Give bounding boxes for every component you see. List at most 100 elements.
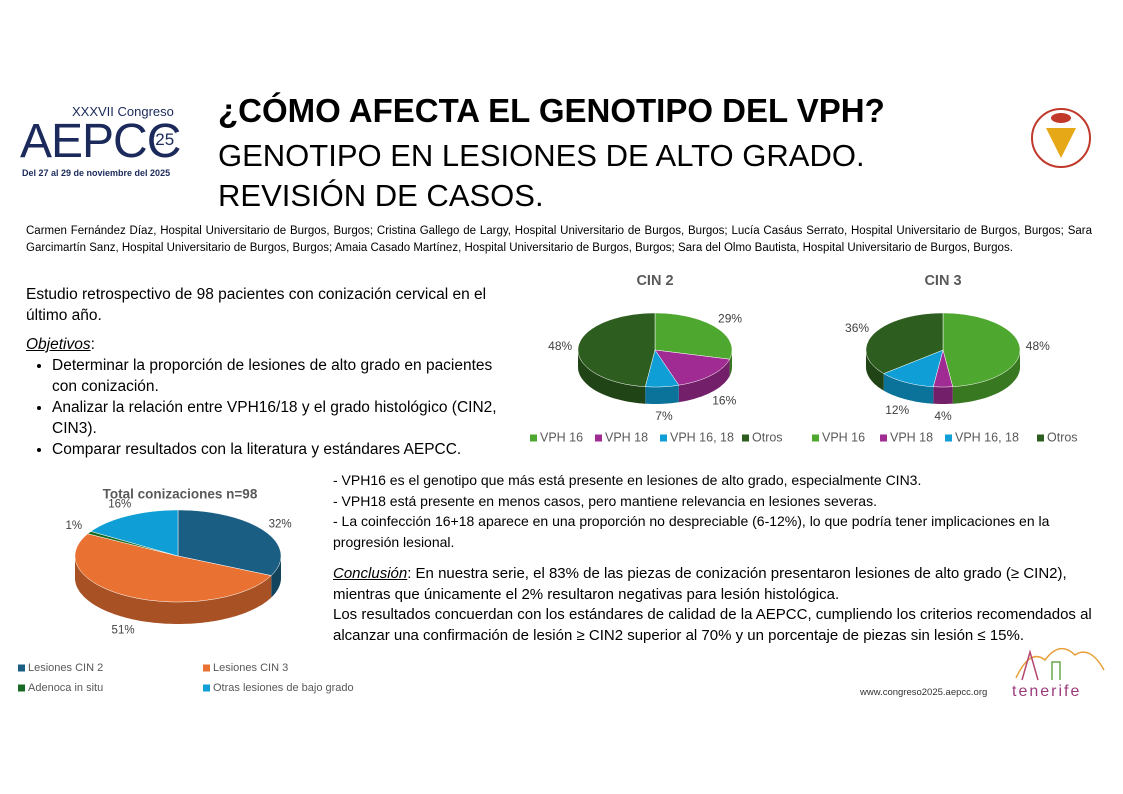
legend-swatch <box>880 434 887 442</box>
data-label: 1% <box>66 520 83 532</box>
slice-side <box>866 350 884 391</box>
slice-side <box>645 385 679 404</box>
tenerife-logo <box>1015 647 1105 681</box>
poster-subtitle: REVISIÓN DE CASOS. <box>218 178 544 213</box>
legend-label: VPH 16 <box>540 430 583 444</box>
objective: Analizar la relación entre VPH16/18 y el… <box>52 397 506 439</box>
data-label: 48% <box>1026 339 1050 353</box>
logo-ring <box>1031 108 1091 168</box>
data-label: 16% <box>108 498 131 510</box>
legend-label: VPH 16, 18 <box>955 430 1019 444</box>
conclusion-text: Los resultados concuerdan con los estánd… <box>333 606 1092 644</box>
data-label: 12% <box>885 403 909 417</box>
conclusion: Conclusión: En nuestra serie, el 83% de … <box>333 564 1108 646</box>
legend-label: VPH 18 <box>605 430 648 444</box>
pie-slice <box>577 312 656 387</box>
brand-logo: AEPCC <box>20 115 181 168</box>
legend-label: Adenoca in situ <box>28 682 103 694</box>
logo-shape <box>1046 128 1076 158</box>
pie-sides <box>866 350 1020 404</box>
legend-label: Lesiones CIN 2 <box>28 662 103 674</box>
footer-place: tenerife <box>1012 683 1082 700</box>
legend-label: Otros <box>752 430 783 444</box>
slice-side <box>952 350 1020 404</box>
slice-side <box>883 373 934 404</box>
legend-label: Otras lesiones de bajo grado <box>213 682 354 694</box>
data-label: 7% <box>655 409 673 423</box>
data-label: 4% <box>934 409 952 423</box>
congress-dates: Del 27 al 29 de noviembre del 2025 <box>22 168 171 178</box>
legend-swatch <box>18 684 25 692</box>
pie-slice <box>177 509 282 576</box>
logo-line <box>1051 661 1061 680</box>
legend-swatch <box>742 434 749 442</box>
slice-side <box>729 350 732 377</box>
logo-shape <box>1051 113 1071 123</box>
chart-title: CIN 2 <box>636 273 673 289</box>
legend-label: VPH 16 <box>822 430 865 444</box>
data-label: 48% <box>548 339 572 353</box>
objective: Determinar la proporción de lesiones de … <box>52 355 506 397</box>
conclusion-text: : En nuestra serie, el 83% de las piezas… <box>333 565 1067 603</box>
pie-slice <box>654 312 733 360</box>
pie-chart: CIN 3 48% VPH 16 4%VPH 18 12% VPH 16, 18 36% Ot… <box>812 273 1078 444</box>
legend-swatch <box>203 664 210 672</box>
finding: - VPH16 es el genotipo que más está pres… <box>333 472 922 488</box>
data-label: 36% <box>845 321 869 335</box>
pie-tops <box>577 312 733 388</box>
objectives-title-suffix: : <box>90 336 95 353</box>
pie-tops <box>865 312 1021 388</box>
pie-slice <box>942 312 1021 387</box>
legend-swatch <box>18 664 25 672</box>
legend-label: VPH 16, 18 <box>670 430 734 444</box>
conclusion-label: Conclusión <box>333 565 408 582</box>
congress-label: XXXVII Congreso <box>72 104 174 119</box>
authors: Carmen Fernández Díaz, Hospital Universi… <box>26 225 1092 254</box>
finding: - VPH18 está presente en menos casos, pe… <box>333 492 877 509</box>
legend-swatch <box>530 434 537 442</box>
objectives-heading: Objetivos: <box>26 334 506 355</box>
findings: - VPH16 es el genotipo que más está pres… <box>333 470 1093 552</box>
legend-label: Otros <box>1047 430 1078 444</box>
legend-label: Lesiones CIN 3 <box>213 662 288 674</box>
legend-swatch <box>595 434 602 442</box>
slice-side <box>933 386 953 404</box>
pie-sides <box>578 350 732 404</box>
pie-chart: CIN 2 29% VPH 16 16% VPH 18 7% VPH 16, 18 48% Ot… <box>530 273 783 444</box>
pie-slice <box>74 533 272 603</box>
logo-line <box>1015 647 1105 679</box>
legend-swatch <box>1037 434 1044 442</box>
objectives: Objetivos: Determinar la proporción de l… <box>26 334 506 460</box>
slice-side <box>75 556 272 624</box>
pie-slice <box>654 349 730 386</box>
pie-tops <box>74 509 282 603</box>
pie-slice <box>644 349 680 388</box>
slice-side <box>678 359 730 403</box>
legend-swatch <box>203 684 210 692</box>
pie-slice <box>865 312 944 374</box>
pie-slice <box>90 509 179 557</box>
data-label: 51% <box>112 625 135 637</box>
society-logo <box>1031 108 1091 168</box>
pie-slice <box>883 349 944 387</box>
logo-line <box>1021 649 1039 681</box>
data-label: 29% <box>718 312 742 326</box>
slice-side <box>578 350 646 404</box>
legend-swatch <box>812 434 819 442</box>
objective: Comparar resultados con la literatura y … <box>52 439 506 460</box>
objectives-list: Determinar la proporción de lesiones de … <box>26 355 506 460</box>
legend-label: VPH 18 <box>890 430 933 444</box>
poster-subtitle: GENOTIPO EN LESIONES DE ALTO GRADO. <box>218 138 865 173</box>
legend-swatch <box>660 434 667 442</box>
brand-year: '25 <box>152 130 175 149</box>
footer-url: www.congreso2025.aepcc.org <box>860 687 988 698</box>
chart-title: CIN 3 <box>924 273 961 289</box>
pie-chart: Total conizaciones n=98 32% Lesiones CIN 2… <box>18 487 354 694</box>
intro: Estudio retrospectivo de 98 pacientes co… <box>26 286 487 324</box>
data-label: 32% <box>269 518 292 530</box>
chart-title: Total conizaciones n=98 <box>103 487 258 502</box>
data-label: 16% <box>712 393 736 407</box>
legend-swatch <box>945 434 952 442</box>
